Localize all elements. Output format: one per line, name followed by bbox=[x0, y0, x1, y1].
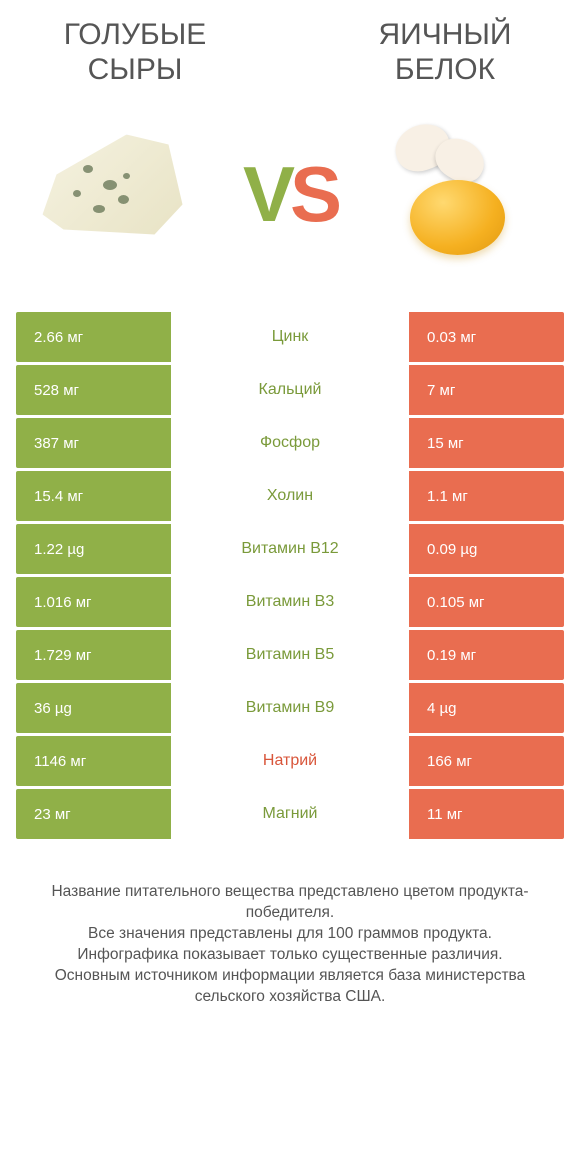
vs-label: VS bbox=[243, 149, 337, 240]
value-left: 2.66 мг bbox=[16, 312, 171, 362]
table-row: 23 мгМагний11 мг bbox=[16, 789, 564, 839]
nutrient-label: Натрий bbox=[171, 736, 409, 786]
value-left: 1.729 мг bbox=[16, 630, 171, 680]
images-row: VS bbox=[0, 92, 580, 312]
footer: Название питательного вещества представл… bbox=[0, 842, 580, 1008]
nutrient-label: Фосфор bbox=[171, 418, 409, 468]
table-row: 1.016 мгВитамин B30.105 мг bbox=[16, 577, 564, 627]
nutrient-label: Витамин B3 bbox=[171, 577, 409, 627]
value-right: 15 мг bbox=[409, 418, 564, 468]
value-left: 15.4 мг bbox=[16, 471, 171, 521]
value-left: 1.016 мг bbox=[16, 577, 171, 627]
vs-s: S bbox=[290, 149, 337, 240]
footer-line: Инфографика показывает только существенн… bbox=[20, 945, 560, 966]
value-left: 1146 мг bbox=[16, 736, 171, 786]
value-right: 0.09 µg bbox=[409, 524, 564, 574]
nutrient-label: Витамин B5 bbox=[171, 630, 409, 680]
header: ГОЛУБЫЕ СЫРЫ ЯИЧНЫЙ БЕЛОК bbox=[0, 0, 580, 92]
footer-line: Основным источником информации является … bbox=[20, 966, 560, 1008]
value-right: 0.19 мг bbox=[409, 630, 564, 680]
value-left: 23 мг bbox=[16, 789, 171, 839]
table-row: 36 µgВитамин B94 µg bbox=[16, 683, 564, 733]
value-right: 1.1 мг bbox=[409, 471, 564, 521]
value-right: 0.105 мг bbox=[409, 577, 564, 627]
value-right: 11 мг bbox=[409, 789, 564, 839]
value-right: 0.03 мг bbox=[409, 312, 564, 362]
title-left: ГОЛУБЫЕ СЫРЫ bbox=[35, 18, 235, 87]
value-left: 1.22 µg bbox=[16, 524, 171, 574]
nutrient-label: Холин bbox=[171, 471, 409, 521]
table-row: 387 мгФосфор15 мг bbox=[16, 418, 564, 468]
nutrient-label: Цинк bbox=[171, 312, 409, 362]
vs-v: V bbox=[243, 149, 290, 240]
nutrient-label: Магний bbox=[171, 789, 409, 839]
footer-line: Название питательного вещества представл… bbox=[20, 882, 560, 924]
table-row: 1146 мгНатрий166 мг bbox=[16, 736, 564, 786]
footer-line: Все значения представлены для 100 граммо… bbox=[20, 924, 560, 945]
value-right: 166 мг bbox=[409, 736, 564, 786]
nutrient-label: Витамин B9 bbox=[171, 683, 409, 733]
table-row: 528 мгКальций7 мг bbox=[16, 365, 564, 415]
value-right: 4 µg bbox=[409, 683, 564, 733]
table-row: 1.729 мгВитамин B50.19 мг bbox=[16, 630, 564, 680]
table-row: 1.22 µgВитамин B120.09 µg bbox=[16, 524, 564, 574]
title-right: ЯИЧНЫЙ БЕЛОК bbox=[345, 18, 545, 87]
value-right: 7 мг bbox=[409, 365, 564, 415]
value-left: 36 µg bbox=[16, 683, 171, 733]
egg-image bbox=[375, 110, 545, 280]
value-left: 387 мг bbox=[16, 418, 171, 468]
nutrient-label: Кальций bbox=[171, 365, 409, 415]
table-row: 15.4 мгХолин1.1 мг bbox=[16, 471, 564, 521]
table-row: 2.66 мгЦинк0.03 мг bbox=[16, 312, 564, 362]
comparison-table: 2.66 мгЦинк0.03 мг528 мгКальций7 мг387 м… bbox=[0, 312, 580, 839]
nutrient-label: Витамин B12 bbox=[171, 524, 409, 574]
value-left: 528 мг bbox=[16, 365, 171, 415]
cheese-image bbox=[35, 110, 205, 280]
